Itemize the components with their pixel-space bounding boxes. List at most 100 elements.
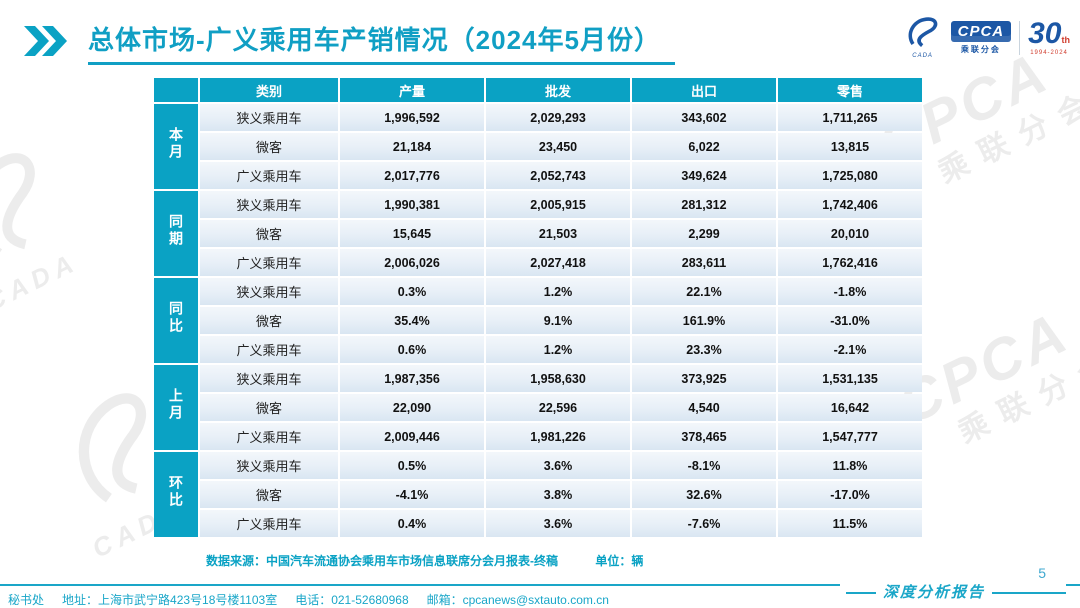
- footer-contact-info: 秘书处 地址：上海市武宁路423号18号楼1103室 电话：021-52680968…: [0, 586, 1080, 608]
- value-cell: 0.4%: [340, 510, 484, 537]
- category-cell: 狭义乘用车: [200, 452, 338, 479]
- value-cell: 13,815: [778, 133, 922, 160]
- anniversary-30-logo: 30th 1994-2024: [1028, 19, 1070, 57]
- category-cell: 狭义乘用车: [200, 104, 338, 131]
- category-cell: 广义乘用车: [200, 162, 338, 189]
- value-cell: 22,090: [340, 394, 484, 421]
- value-cell: 1,981,226: [486, 423, 630, 450]
- cpca-logo: CPCA 乘联分会: [950, 20, 1012, 55]
- value-cell: 0.5%: [340, 452, 484, 479]
- value-cell: 15,645: [340, 220, 484, 247]
- value-cell: 2,029,293: [486, 104, 630, 131]
- value-cell: 1,762,416: [778, 249, 922, 276]
- value-cell: 343,602: [632, 104, 776, 131]
- value-cell: 2,299: [632, 220, 776, 247]
- report-label-dash: [992, 591, 1066, 594]
- cada-logo-text: CADA: [912, 53, 933, 59]
- value-cell: 1,990,381: [340, 191, 484, 218]
- report-label-text: 深度分析报告: [882, 585, 985, 601]
- footer-address: 地址：上海市武宁路423号18号楼1103室: [62, 593, 278, 607]
- value-cell: 3.6%: [486, 452, 630, 479]
- footer-phone: 电话：021-52680968: [295, 593, 409, 607]
- cpca-logo-text: CPCA: [950, 20, 1012, 42]
- category-cell: 微客: [200, 481, 338, 508]
- value-cell: 281,312: [632, 191, 776, 218]
- watermark-text: 乘联分会: [953, 343, 1080, 450]
- value-cell: 1,958,630: [486, 365, 630, 392]
- slide-header: 总体市场-广义乘用车产销情况（2024年5月份）: [24, 20, 675, 65]
- value-cell: 378,465: [632, 423, 776, 450]
- cada-swoosh-icon: [0, 153, 35, 258]
- value-cell: 20,010: [778, 220, 922, 247]
- category-cell: 广义乘用车: [200, 336, 338, 363]
- value-cell: 1.2%: [486, 336, 630, 363]
- category-cell: 广义乘用车: [200, 249, 338, 276]
- report-label-dash: [845, 591, 876, 594]
- value-cell: 22,596: [486, 394, 630, 421]
- category-cell: 广义乘用车: [200, 510, 338, 537]
- table-container: 类别 产量 批发 出口 零售 本月 狭义乘用车 1,996,592 2,029,293 343,…: [152, 76, 924, 539]
- value-cell: 22.1%: [632, 278, 776, 305]
- value-cell: 1,725,080: [778, 162, 922, 189]
- row-group-cell: 同期: [154, 191, 198, 276]
- unit-text: 单位：辆: [595, 554, 644, 568]
- report-type-label: 深度分析报告: [839, 581, 1066, 604]
- value-cell: 2,027,418: [486, 249, 630, 276]
- category-cell: 微客: [200, 133, 338, 160]
- value-cell: 23.3%: [632, 336, 776, 363]
- page-number: 5: [1038, 565, 1046, 581]
- table-row: 上月 狭义乘用车 1,987,356 1,958,630 373,925 1,531,13…: [154, 365, 922, 450]
- anniversary-number: 30th: [1028, 19, 1070, 49]
- category-cell: 狭义乘用车: [200, 365, 338, 392]
- anniversary-years: 1994-2024: [1030, 50, 1068, 56]
- value-cell: 6,022: [632, 133, 776, 160]
- anniversary-number-text: 30: [1028, 17, 1062, 50]
- watermark-text: 乘联分会: [933, 83, 1080, 190]
- value-cell: 349,624: [632, 162, 776, 189]
- table-row: 微客 15,645 21,503 2,299 20,010: [154, 220, 922, 247]
- value-cell: -8.1%: [632, 452, 776, 479]
- value-cell: 32.6%: [632, 481, 776, 508]
- row-group-label: 上月: [168, 388, 184, 422]
- value-cell: 1,987,356: [340, 365, 484, 392]
- table-row: 同比 狭义乘用车 0.3% 1.2% 22.1% -1.8%: [154, 278, 922, 363]
- footer-secretariat: 秘书处: [8, 593, 45, 607]
- value-cell: 11.5%: [778, 510, 922, 537]
- row-group-label: 本月: [168, 127, 184, 161]
- row-group-label: 同比: [168, 301, 184, 335]
- data-source-text: 数据来源：中国汽车流通协会乘用车市场信息联席分会月报表-终稿: [206, 554, 558, 568]
- value-cell: -31.0%: [778, 307, 922, 334]
- page-title: 总体市场-广义乘用车产销情况（2024年5月份）: [88, 20, 675, 65]
- value-cell: -7.6%: [632, 510, 776, 537]
- value-cell: 3.8%: [486, 481, 630, 508]
- row-group-cell: 上月: [154, 365, 198, 450]
- value-cell: 0.6%: [340, 336, 484, 363]
- source-note: 数据来源：中国汽车流通协会乘用车市场信息联席分会月报表-终稿 单位：辆: [206, 552, 643, 569]
- table-body: 本月 狭义乘用车 1,996,592 2,029,293 343,602 1,711,26…: [154, 104, 922, 537]
- column-header: 产量: [340, 78, 484, 102]
- value-cell: 23,450: [486, 133, 630, 160]
- value-cell: 2,005,915: [486, 191, 630, 218]
- value-cell: 2,006,026: [340, 249, 484, 276]
- table-row: 广义乘用车 0.6% 1.2% 23.3% -2.1%: [154, 336, 922, 363]
- table-row: 广义乘用车 2,017,776 2,052,743 349,624 1,725,080: [154, 162, 922, 189]
- row-group-label: 同期: [168, 214, 184, 248]
- table-corner-cell: [154, 78, 198, 102]
- value-cell: 2,052,743: [486, 162, 630, 189]
- watermark-cada-left: CADA: [0, 131, 101, 317]
- table-row: 广义乘用车 0.4% 3.6% -7.6% 11.5%: [154, 510, 922, 537]
- value-cell: 35.4%: [340, 307, 484, 334]
- table-row: 广义乘用车 2,006,026 2,027,418 283,611 1,762,416: [154, 249, 922, 276]
- table-row: 微客 35.4% 9.1% 161.9% -31.0%: [154, 307, 922, 334]
- footer-bar: 秘书处 地址：上海市武宁路423号18号楼1103室 电话：021-52680968…: [0, 584, 1080, 608]
- table-row: 微客 21,184 23,450 6,022 13,815: [154, 133, 922, 160]
- value-cell: -4.1%: [340, 481, 484, 508]
- table-row: 本月 狭义乘用车 1,996,592 2,029,293 343,602 1,711,26…: [154, 104, 922, 189]
- production-sales-table: 类别 产量 批发 出口 零售 本月 狭义乘用车 1,996,592 2,029,293 343,…: [152, 76, 924, 539]
- value-cell: 21,503: [486, 220, 630, 247]
- value-cell: 1,742,406: [778, 191, 922, 218]
- category-cell: 狭义乘用车: [200, 278, 338, 305]
- table-row: 微客 -4.1% 3.8% 32.6% -17.0%: [154, 481, 922, 508]
- value-cell: 11.8%: [778, 452, 922, 479]
